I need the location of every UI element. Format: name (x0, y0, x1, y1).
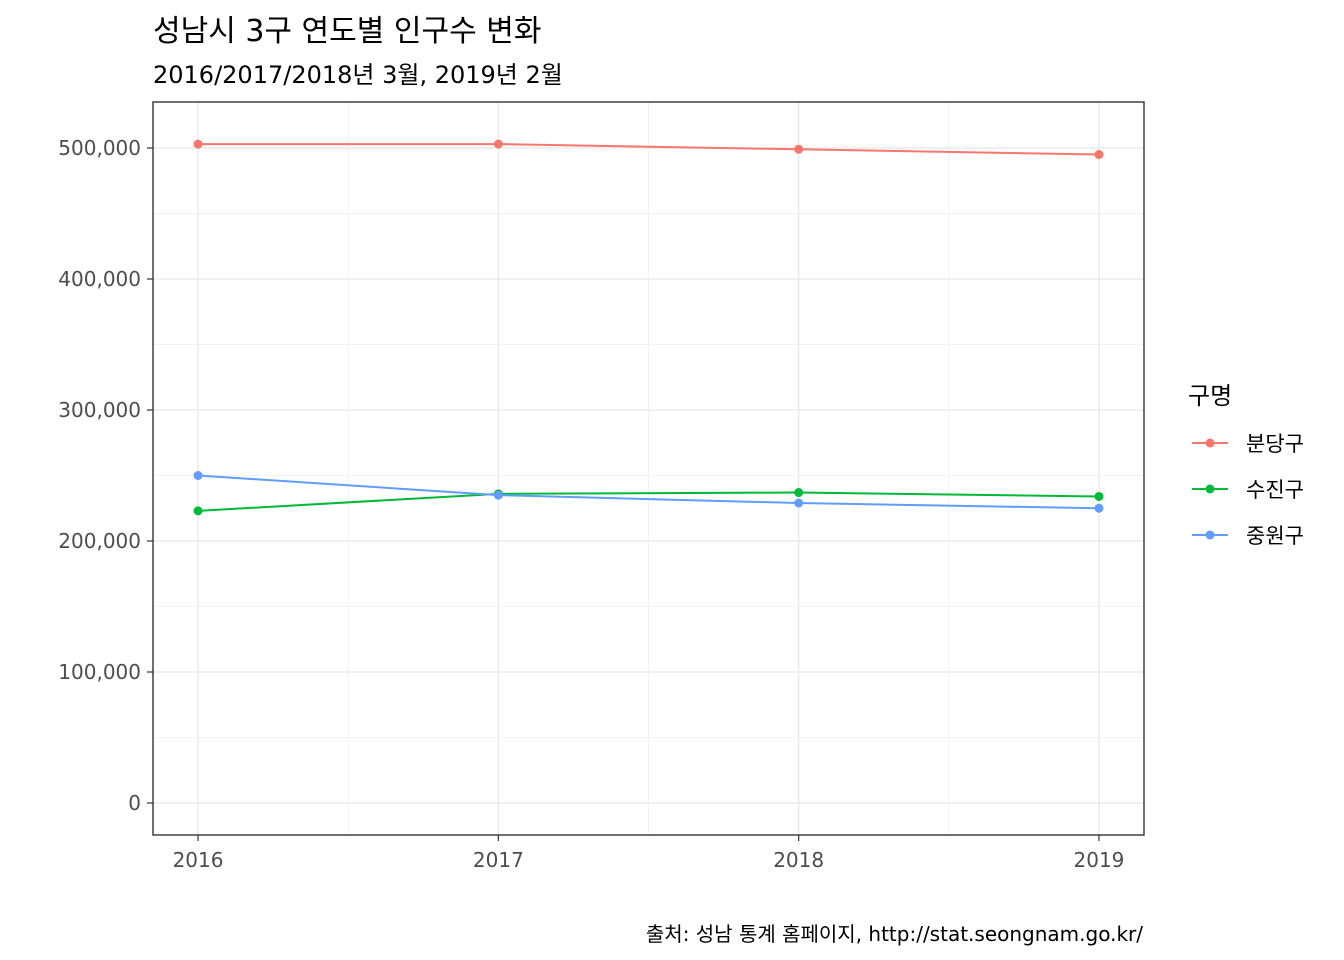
chart-caption: 출처: 성남 통계 홈페이지, http://stat.seongnam.go.… (646, 922, 1143, 946)
series-line-3 (197, 474, 1099, 510)
data-point (794, 498, 804, 508)
legend-title: 구명 (1188, 382, 1232, 410)
data-point (193, 506, 203, 516)
data-point (193, 471, 203, 480)
data-point (1094, 503, 1104, 513)
x-tick-label: 2016 (173, 848, 224, 872)
y-tick-label: 500,000 (58, 136, 141, 160)
data-point (794, 144, 804, 154)
data-point (794, 488, 804, 498)
y-axis: 0 100,000 200,000 300,000 400,000 500,000 (58, 136, 153, 815)
data-point (193, 139, 203, 149)
x-tick-label: 2017 (473, 848, 524, 872)
legend-label: 수진구 (1246, 478, 1304, 502)
chart-title: 성남시 3구 연도별 인구수 변화 (153, 14, 541, 49)
data-point (1094, 491, 1104, 501)
y-tick-label: 200,000 (58, 529, 141, 553)
x-axis: 2016 2017 2018 2019 (173, 835, 1125, 872)
chart-subtitle: 2016/2017/2018년 3월, 2019년 2월 (153, 61, 563, 89)
series-layer (193, 139, 1104, 516)
legend-label: 분당구 (1246, 432, 1304, 456)
series-line-2 (197, 491, 1099, 512)
legend-label: 중원구 (1246, 524, 1304, 548)
grid-minor (153, 102, 1144, 835)
legend-key-point (1205, 530, 1215, 540)
legend-key-point (1205, 438, 1215, 448)
data-point (1094, 150, 1104, 160)
data-point (493, 139, 503, 149)
legend-key-point (1205, 484, 1215, 494)
x-tick-label: 2019 (1074, 848, 1125, 872)
data-point (493, 490, 503, 500)
series-line-1 (198, 143, 1099, 156)
x-tick-label: 2018 (773, 848, 824, 872)
y-tick-label: 0 (128, 791, 141, 815)
y-tick-label: 400,000 (58, 267, 141, 291)
y-tick-label: 100,000 (58, 660, 141, 684)
y-tick-label: 300,000 (58, 398, 141, 422)
plot-border (152, 101, 1145, 836)
grid-major (153, 102, 1144, 835)
